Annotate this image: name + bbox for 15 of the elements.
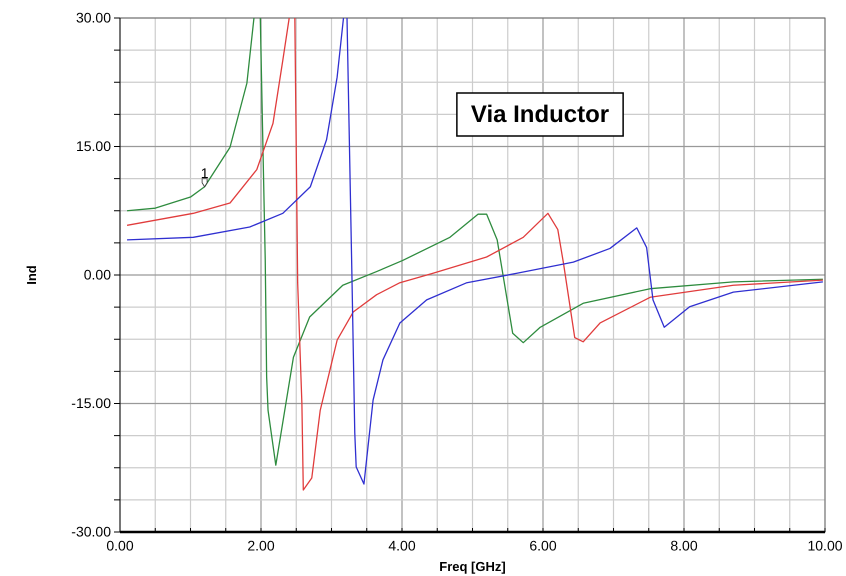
x-tick-label: 4.00 <box>388 537 416 554</box>
annotation: 1 <box>200 164 209 181</box>
x-tick-label: 6.00 <box>529 537 557 554</box>
x-tick-label: 10.00 <box>807 537 843 554</box>
y-tick-label: 0.00 <box>84 266 112 282</box>
y-axis-title: Ind <box>24 265 39 285</box>
x-axis-title: Freq [GHz] <box>439 559 506 574</box>
x-tick-label: 0.00 <box>106 537 134 554</box>
y-tick-label: 30.00 <box>76 9 112 26</box>
x-tick-label: 2.00 <box>247 537 275 554</box>
x-tick-label: 8.00 <box>670 537 698 554</box>
y-tick-label: -30.00 <box>71 523 112 540</box>
text: Via Inductor <box>470 101 610 128</box>
y-tick-label: -15.00 <box>71 394 112 411</box>
y-tick-label: 15.00 <box>76 138 112 154</box>
